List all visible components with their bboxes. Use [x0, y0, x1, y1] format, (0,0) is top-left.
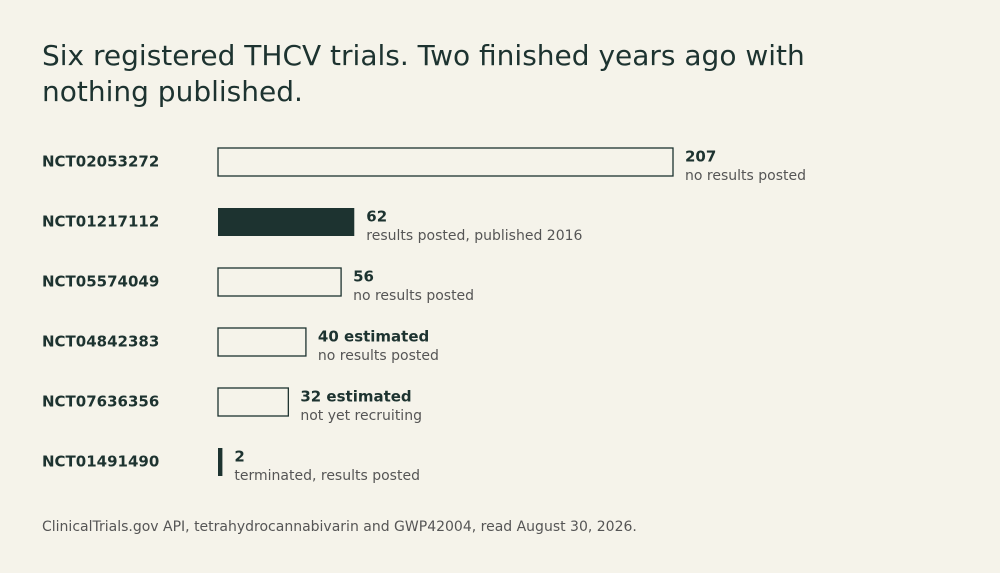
- value-label: 2: [234, 448, 244, 466]
- category-label: NCT04842383: [42, 333, 159, 351]
- bar: [218, 448, 223, 476]
- value-label: 62: [366, 208, 387, 226]
- category-label: NCT07636356: [42, 393, 159, 411]
- value-label: 56: [353, 268, 374, 286]
- status-label: terminated, results posted: [234, 468, 420, 484]
- value-label: 32 estimated: [300, 388, 411, 406]
- status-label: results posted, published 2016: [366, 228, 582, 244]
- status-label: no results posted: [685, 168, 806, 184]
- bar: [217, 387, 289, 417]
- bar: [217, 147, 674, 177]
- category-label: NCT01491490: [42, 453, 159, 471]
- status-label: no results posted: [318, 348, 439, 364]
- status-label: not yet recruiting: [300, 408, 422, 424]
- bar: [217, 267, 342, 297]
- value-label: 207: [685, 148, 716, 166]
- bar: [218, 208, 355, 236]
- chart-title: Six registered THCV trials. Two finished…: [42, 39, 805, 108]
- category-label: NCT02053272: [42, 153, 159, 171]
- source-note: ClinicalTrials.gov API, tetrahydrocannab…: [42, 519, 637, 535]
- category-label: NCT01217112: [42, 213, 159, 231]
- bar: [217, 327, 307, 357]
- status-label: no results posted: [353, 288, 474, 304]
- value-label: 40 estimated: [318, 328, 429, 346]
- category-label: NCT05574049: [42, 273, 159, 291]
